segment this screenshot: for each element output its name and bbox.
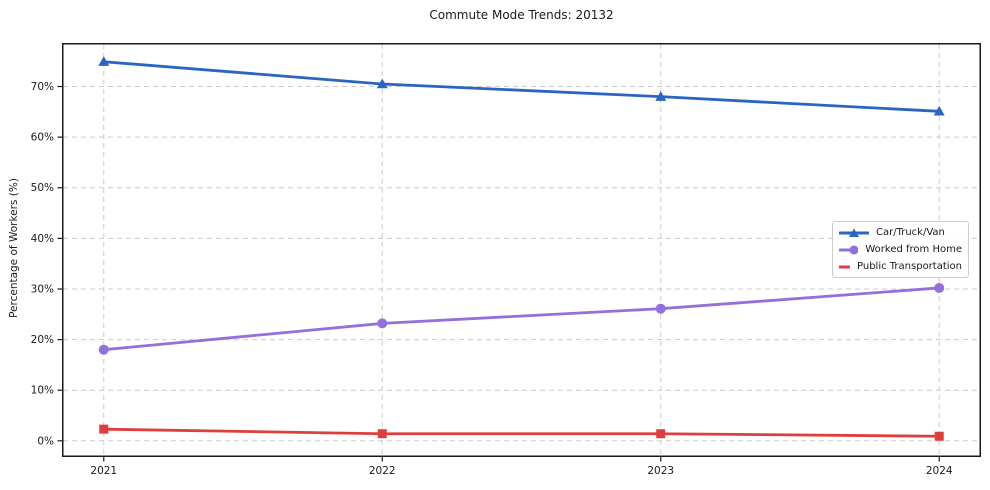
- y-tick-label: 50%: [31, 182, 54, 194]
- data-point-marker-car-truck-van: [98, 56, 110, 66]
- y-tick-label: 20%: [31, 334, 54, 346]
- y-tick-label: 40%: [31, 233, 54, 245]
- legend-label: Worked from Home: [865, 244, 962, 255]
- y-tick-label: 70%: [31, 81, 54, 93]
- data-point-marker-worked-from-home: [377, 318, 388, 329]
- data-point-marker-worked-from-home: [655, 303, 666, 314]
- legend-item-car-truck-van: Car/Truck/Van: [839, 227, 962, 239]
- data-point-marker-worked-from-home: [934, 282, 945, 293]
- x-tick-label: 2021: [90, 465, 117, 477]
- y-tick-label: 0%: [37, 435, 54, 447]
- chart-title: Commute Mode Trends: 20132: [429, 8, 614, 22]
- legend-item-worked-from-home: Worked from Home: [839, 244, 962, 256]
- series-line-car-truck-van: [102, 60, 941, 113]
- legend-circle-marker-icon: [839, 245, 859, 254]
- data-point-marker-public-transportation: [99, 424, 109, 434]
- legend-label: Car/Truck/Van: [876, 227, 945, 238]
- data-point-marker-worked-from-home: [98, 344, 109, 355]
- legend: Car/Truck/Van Worked from Home Public Tran…: [832, 221, 969, 278]
- data-point-marker-public-transportation: [656, 429, 666, 439]
- data-point-marker-car-truck-van: [933, 105, 945, 116]
- data-point-marker-car-truck-van: [655, 91, 667, 101]
- x-tick-label: 2022: [369, 465, 396, 477]
- legend-label: Public Transportation: [857, 261, 962, 272]
- y-tick-label: 10%: [31, 385, 54, 397]
- series-line-worked-from-home: [102, 286, 941, 352]
- legend-square-marker-icon: [839, 262, 851, 271]
- data-point-marker-car-truck-van: [376, 78, 388, 89]
- legend-item-public-transportation: Public Transportation: [839, 261, 962, 273]
- series-line-public-transportation: [102, 427, 941, 438]
- legend-triangle-marker-icon: [839, 228, 869, 237]
- y-tick-label: 60%: [31, 132, 54, 144]
- x-tick-label: 2024: [926, 465, 953, 477]
- data-point-marker-public-transportation: [934, 431, 944, 441]
- y-axis-label: Percentage of Workers (%): [8, 178, 20, 318]
- y-tick-label: 30%: [31, 283, 54, 295]
- x-tick-label: 2023: [647, 465, 674, 477]
- plot-border: [62, 43, 981, 457]
- data-point-marker-public-transportation: [377, 429, 387, 439]
